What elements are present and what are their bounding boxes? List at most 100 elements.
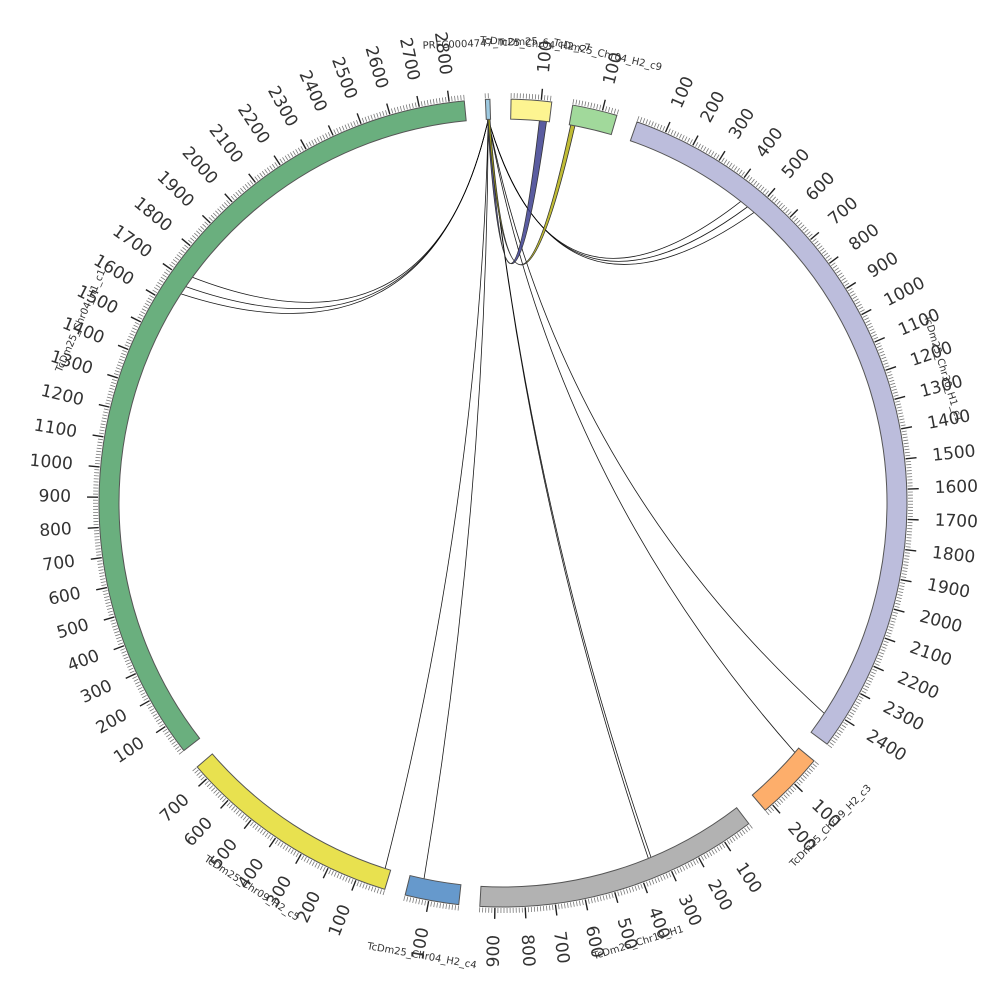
tick-label: 2300 (263, 83, 302, 131)
tick-label: 2300 (879, 697, 927, 735)
segment-tcdm25-chr04-h2-c7 (511, 99, 552, 122)
tick-label: 100 (667, 74, 698, 112)
tick-label: 2800 (430, 31, 456, 77)
tick-label: 500 (55, 615, 92, 643)
link (488, 119, 740, 258)
major-tick (88, 528, 99, 529)
tick-label: 600 (47, 583, 83, 609)
major-tick (906, 458, 917, 459)
major-tick (274, 156, 280, 165)
major-tick (99, 405, 110, 408)
major-tick (886, 367, 896, 371)
tick-label: 2000 (178, 143, 222, 189)
link (488, 119, 648, 858)
major-tick (773, 805, 780, 813)
major-tick (585, 900, 587, 911)
major-tick (603, 100, 606, 111)
tick-label: 2400 (294, 67, 330, 115)
major-tick (905, 550, 916, 551)
link (385, 119, 488, 868)
tick-label: 600 (802, 168, 839, 205)
major-tick (93, 435, 104, 437)
ticks-tcdm25-chr04-h1-c1: 1002003004005006007008009001000110012001… (29, 31, 464, 768)
major-tick (225, 194, 232, 202)
major-tick (198, 779, 206, 786)
tick-label: 2200 (894, 668, 942, 704)
tick-label: 1200 (39, 381, 86, 411)
major-tick (163, 263, 172, 269)
major-tick (901, 427, 912, 429)
tick-label: 700 (549, 930, 573, 965)
tick-label: 1100 (32, 415, 78, 442)
major-tick (525, 907, 526, 918)
major-tick (894, 609, 905, 612)
major-tick (644, 883, 648, 893)
major-tick (427, 901, 429, 912)
major-tick (182, 239, 190, 246)
tick-label: 900 (484, 935, 505, 968)
major-tick (790, 209, 798, 217)
tick-label: 400 (65, 646, 102, 676)
links-layer (181, 119, 824, 879)
major-tick (91, 558, 102, 559)
tick-label: 100 (110, 733, 148, 768)
segment-tcdm25-chr04-h1-c1 (99, 101, 466, 751)
major-tick (725, 842, 731, 851)
tick-label: 800 (845, 220, 883, 255)
tick-label: 300 (725, 105, 759, 143)
major-tick (768, 188, 775, 196)
major-tick (387, 104, 390, 115)
tick-label: 700 (41, 551, 76, 575)
segment-label-tcdm25-chr30-h1-c1: TcDm25_Chr30_H1_c1 (921, 313, 964, 423)
tick-label: 2600 (361, 44, 392, 91)
major-tick (829, 257, 838, 264)
tick-label: 1900 (925, 575, 971, 603)
ticks-prfc0004747-tcdm25-c (485, 93, 488, 98)
tick-label: 200 (293, 888, 325, 926)
major-tick (156, 727, 165, 733)
segment-tcdm25-chr04-h2-c9 (569, 105, 617, 135)
tick-label: 900 (38, 486, 71, 506)
major-tick (221, 800, 228, 808)
tick-label: 2400 (863, 726, 910, 766)
major-tick (244, 820, 251, 829)
tick-label: 100 (325, 902, 355, 940)
tick-label: 900 (864, 248, 902, 282)
major-tick (894, 396, 905, 399)
major-tick (811, 232, 819, 239)
tick-label: 700 (825, 193, 863, 229)
tick-label: 700 (156, 790, 193, 827)
tick-label: 1600 (934, 477, 978, 498)
major-tick (719, 151, 725, 160)
tick-label: 200 (93, 705, 131, 738)
link (488, 119, 795, 752)
tick-label: 300 (78, 676, 116, 708)
major-tick (96, 588, 107, 590)
major-tick (615, 892, 618, 903)
major-tick (89, 466, 100, 467)
tick-label: 2200 (233, 101, 274, 148)
tick-label: 2100 (907, 638, 954, 671)
major-tick (114, 646, 124, 650)
tick-label: 2500 (327, 54, 361, 102)
major-tick (249, 174, 256, 183)
major-tick (352, 880, 356, 890)
major-tick (269, 838, 275, 847)
major-tick (104, 617, 115, 620)
major-tick (901, 580, 912, 582)
tick-label: 400 (752, 124, 787, 162)
major-tick (202, 215, 210, 223)
major-tick (448, 91, 449, 102)
major-tick (357, 113, 361, 123)
tick-label: 1700 (934, 511, 978, 533)
tick-label: 2100 (205, 121, 247, 167)
major-tick (417, 96, 419, 107)
major-tick (795, 784, 803, 792)
tick-label: 1900 (153, 167, 198, 211)
tick-label: 800 (517, 934, 539, 968)
segment-tcdm25-chr30-h1-c1 (630, 122, 907, 744)
tick-label: 800 (39, 519, 73, 541)
